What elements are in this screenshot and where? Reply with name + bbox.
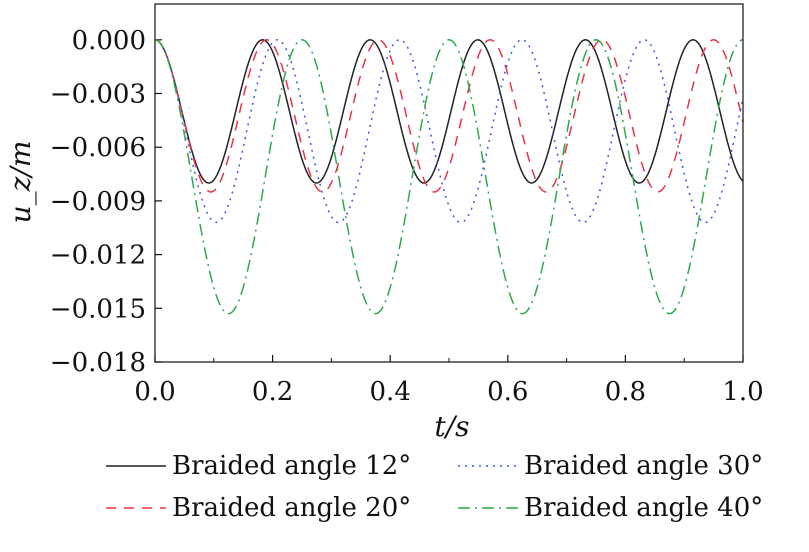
y-tick-label: −0.009: [50, 187, 146, 217]
legend-label-3: Braided angle 30°: [524, 451, 763, 481]
series-line-2: [154, 39, 744, 193]
series-layer: [154, 39, 744, 315]
legend-label-2: Braided angle 20°: [172, 493, 411, 523]
x-axis: 0.0 0.2 0.4 0.6 0.8 1.0: [134, 355, 764, 407]
y-tick-label: −0.003: [50, 80, 146, 110]
series-line-1: [154, 39, 744, 184]
y-tick-label: −0.018: [50, 348, 146, 378]
plot-frame: [154, 3, 744, 363]
y-axis-title: u_z/m: [4, 141, 37, 224]
y-tick-label: −0.006: [50, 133, 146, 163]
x-tick-label: 0.4: [370, 377, 411, 407]
y-tick-label: 0.000: [72, 26, 146, 56]
series-line-4: [154, 39, 744, 315]
series-line-3: [154, 39, 744, 224]
x-tick-label: 0.2: [252, 377, 293, 407]
y-tick-label: −0.015: [50, 294, 146, 324]
x-tick-label: 1.0: [722, 377, 763, 407]
y-tick-label: −0.012: [50, 241, 146, 271]
x-axis-title: t/s: [434, 410, 469, 443]
legend-label-4: Braided angle 40°: [524, 493, 763, 523]
x-tick-label: 0.8: [605, 377, 646, 407]
x-tick-label: 0.0: [134, 377, 175, 407]
plot-border: [154, 3, 744, 363]
x-tick-label: 0.6: [487, 377, 528, 407]
legend-label-1: Braided angle 12°: [172, 451, 411, 481]
y-axis: 0.000 −0.003 −0.006 −0.009 −0.012 −0.015 −0.01…: [50, 26, 162, 378]
legend: Braided angle 12° Braided angle 30° Braide…: [106, 451, 763, 523]
